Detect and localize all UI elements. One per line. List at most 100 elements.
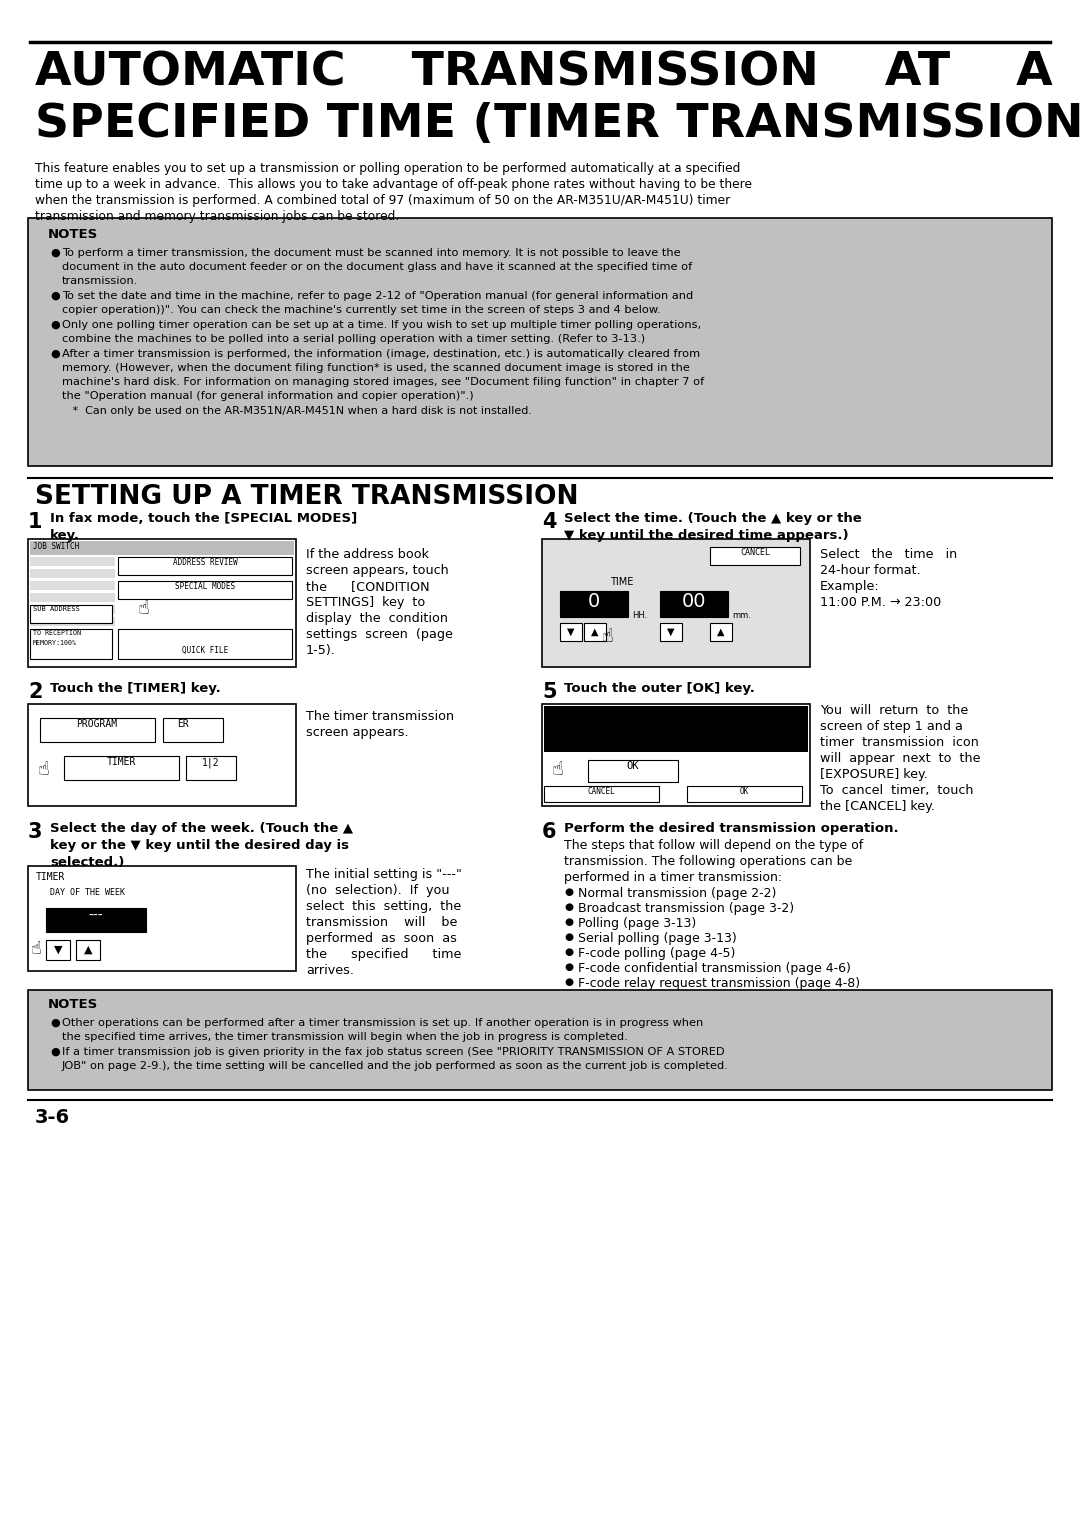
Text: screen of step 1 and a: screen of step 1 and a — [820, 720, 963, 733]
Bar — [660, 591, 728, 617]
Text: the      specified      time: the specified time — [306, 947, 461, 961]
Text: combine the machines to be polled into a serial polling operation with a timer s: combine the machines to be polled into a… — [62, 335, 645, 344]
Text: Polling (page 3-13): Polling (page 3-13) — [578, 917, 697, 931]
Text: copier operation))". You can check the machine's currently set time in the scree: copier operation))". You can check the m… — [62, 306, 661, 315]
Bar — [30, 630, 112, 659]
Text: If a timer transmission job is given priority in the fax job status screen (See : If a timer transmission job is given pri… — [62, 1047, 725, 1057]
Text: when the transmission is performed. A combined total of 97 (maximum of 50 on the: when the transmission is performed. A co… — [35, 194, 730, 206]
Text: Perform the desired transmission operation.: Perform the desired transmission operati… — [564, 822, 899, 834]
Text: NOTES: NOTES — [48, 998, 98, 1012]
Text: You  will  return  to  the: You will return to the — [820, 704, 969, 717]
Text: ●: ● — [564, 917, 573, 927]
Text: ---: --- — [89, 909, 104, 923]
Text: Touch the [TIMER] key.: Touch the [TIMER] key. — [50, 681, 220, 695]
Text: *  Can only be used on the AR-M351N/AR-M451N when a hard disk is not installed.: * Can only be used on the AR-M351N/AR-M4… — [62, 406, 532, 416]
Text: F-code polling (page 4-5): F-code polling (page 4-5) — [578, 947, 735, 960]
Text: ▼: ▼ — [667, 626, 675, 637]
Text: Touch the outer [OK] key.: Touch the outer [OK] key. — [564, 681, 755, 695]
Bar — [118, 581, 292, 599]
Text: the specified time arrives, the timer transmission will begin when the job in pr: the specified time arrives, the timer tr… — [62, 1031, 627, 1042]
Text: OK: OK — [740, 787, 748, 796]
Text: transmission.: transmission. — [62, 277, 138, 286]
Text: ▼ key until the desired time appears.): ▼ key until the desired time appears.) — [564, 529, 849, 542]
Text: will  appear  next  to  the: will appear next to the — [820, 752, 981, 766]
Text: display  the  condition: display the condition — [306, 613, 448, 625]
Text: mm.: mm. — [732, 611, 751, 620]
Text: ●: ● — [564, 932, 573, 941]
Text: HH.: HH. — [632, 611, 647, 620]
Bar — [710, 547, 800, 565]
Bar — [40, 718, 156, 743]
Text: Normal transmission (page 2-2): Normal transmission (page 2-2) — [578, 886, 777, 900]
Text: TIME: TIME — [610, 578, 634, 587]
Bar — [30, 558, 114, 565]
Text: arrives.: arrives. — [306, 964, 354, 976]
Text: To perform a timer transmission, the document must be scanned into memory. It is: To perform a timer transmission, the doc… — [62, 248, 680, 258]
Text: the "Operation manual (for general information and copier operation)".): the "Operation manual (for general infor… — [62, 391, 474, 400]
Text: transmission. The following operations can be: transmission. The following operations c… — [564, 856, 852, 868]
Text: SPECIAL MODES: SPECIAL MODES — [175, 582, 235, 591]
Text: JOB SWITCH: JOB SWITCH — [33, 542, 79, 552]
Bar — [584, 623, 606, 642]
Bar — [30, 617, 114, 626]
Text: machine's hard disk. For information on managing stored images, see "Document fi: machine's hard disk. For information on … — [62, 377, 704, 387]
Text: ▲: ▲ — [717, 626, 725, 637]
Text: transmission    will    be: transmission will be — [306, 915, 457, 929]
Text: 6: 6 — [542, 822, 556, 842]
Text: timer  transmission  icon: timer transmission icon — [820, 736, 978, 749]
Bar — [660, 623, 681, 642]
Text: Other operations can be performed after a timer transmission is set up. If anoth: Other operations can be performed after … — [62, 1018, 703, 1028]
Text: The timer transmission: The timer transmission — [306, 711, 454, 723]
Text: ER: ER — [177, 720, 189, 729]
Bar — [544, 785, 659, 802]
Text: ADDRESS REVIEW: ADDRESS REVIEW — [173, 558, 238, 567]
Bar — [30, 568, 114, 578]
Bar — [710, 623, 732, 642]
Text: 24-hour format.: 24-hour format. — [820, 564, 921, 578]
Text: ●: ● — [50, 1047, 59, 1057]
Text: 1-5).: 1-5). — [306, 643, 336, 657]
Text: 1: 1 — [28, 512, 42, 532]
Text: SPECIFIED TIME (TIMER TRANSMISSION): SPECIFIED TIME (TIMER TRANSMISSION) — [35, 102, 1080, 147]
Text: selected.): selected.) — [50, 856, 124, 869]
Text: the [CANCEL] key.: the [CANCEL] key. — [820, 801, 935, 813]
Text: To  cancel  timer,  touch: To cancel timer, touch — [820, 784, 973, 798]
Text: F-code confidential transmission (page 4-6): F-code confidential transmission (page 4… — [578, 963, 851, 975]
Text: QUICK FILE: QUICK FILE — [181, 646, 228, 656]
Text: ●: ● — [564, 886, 573, 897]
Text: ●: ● — [50, 319, 59, 330]
Bar — [30, 581, 114, 590]
Bar — [64, 756, 179, 779]
Text: ●: ● — [564, 902, 573, 912]
Text: ▲: ▲ — [591, 626, 598, 637]
Text: Select the time. (Touch the ▲ key or the: Select the time. (Touch the ▲ key or the — [564, 512, 862, 526]
Text: Select   the   time   in: Select the time in — [820, 549, 957, 561]
Bar — [46, 908, 146, 932]
Bar — [30, 605, 112, 623]
Text: TIMER: TIMER — [106, 756, 136, 767]
Text: ☝: ☝ — [602, 626, 613, 646]
Text: memory. (However, when the document filing function* is used, the scanned docume: memory. (However, when the document fili… — [62, 364, 690, 373]
Text: TIMER: TIMER — [36, 872, 66, 882]
Text: ☝: ☝ — [138, 599, 150, 617]
Text: In fax mode, touch the [SPECIAL MODES]: In fax mode, touch the [SPECIAL MODES] — [50, 512, 357, 526]
Text: settings  screen  (page: settings screen (page — [306, 628, 453, 642]
Bar — [542, 704, 810, 805]
Text: JOB" on page 2-9.), the time setting will be cancelled and the job performed as : JOB" on page 2-9.), the time setting wil… — [62, 1060, 729, 1071]
Text: The steps that follow will depend on the type of: The steps that follow will depend on the… — [564, 839, 863, 853]
Text: performed  as  soon  as: performed as soon as — [306, 932, 457, 944]
Text: F-code relay request transmission (page 4-8): F-code relay request transmission (page … — [578, 976, 860, 990]
Text: ●: ● — [564, 947, 573, 957]
Text: time up to a week in advance.  This allows you to take advantage of off-peak pho: time up to a week in advance. This allow… — [35, 177, 752, 191]
Text: ☝: ☝ — [38, 759, 50, 779]
Text: ●: ● — [50, 348, 59, 359]
Text: TO RECEPTION: TO RECEPTION — [33, 630, 81, 636]
Bar — [561, 591, 627, 617]
Text: ●: ● — [50, 248, 59, 258]
Text: Example:: Example: — [820, 581, 880, 593]
Text: screen appears.: screen appears. — [306, 726, 408, 740]
Bar — [163, 718, 222, 743]
Text: 3-6: 3-6 — [35, 1108, 70, 1128]
Bar — [28, 539, 296, 668]
Text: OK: OK — [626, 761, 639, 772]
